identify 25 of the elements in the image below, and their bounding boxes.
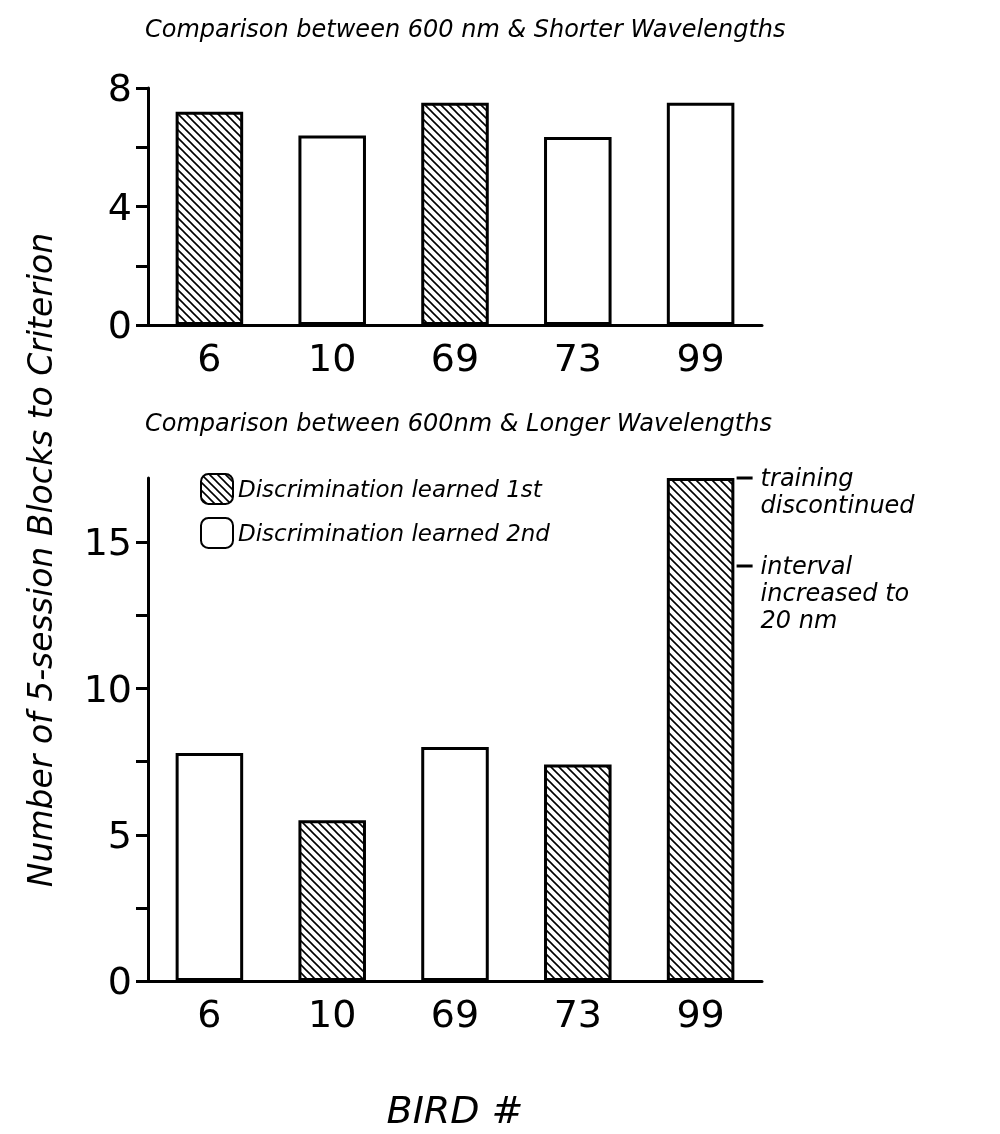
x-tick-label: 6: [197, 336, 222, 380]
annotation: interval increased to 20 nm: [760, 551, 917, 634]
legend-label: Discrimination learned 1st: [238, 476, 543, 502]
x-tick-label: 6: [197, 992, 222, 1036]
chart-title: Comparison between 600nm & Longer Wavelengths: [145, 409, 772, 437]
x-tick-label: 99: [676, 992, 725, 1036]
y-tick-label: 8: [107, 66, 132, 110]
x-tick-label: 10: [308, 992, 357, 1036]
x-tick-label: 73: [553, 336, 602, 380]
x-tick-label: 99: [676, 336, 725, 380]
y-tick-label: 4: [107, 184, 132, 229]
annotation: training discontinued: [760, 463, 916, 519]
y-tick-label: 0: [107, 959, 132, 1003]
y-tick-label: 15: [83, 520, 132, 565]
x-axis-title: BIRD #: [386, 1088, 524, 1132]
legend-label: Discrimination learned 2nd: [238, 520, 551, 546]
chart-title: Comparison between 600 nm & Shorter Wavelengths: [145, 15, 786, 43]
y-tick-label: 10: [83, 666, 132, 711]
x-tick-label: 10: [308, 336, 357, 380]
x-tick-label: 69: [430, 992, 480, 1036]
y-axis-title: Number of 5-session Blocks to Criterion: [20, 232, 60, 888]
y-tick-label: 5: [107, 812, 132, 857]
x-tick-label: 69: [430, 336, 480, 380]
y-tick-label: 0: [107, 303, 132, 347]
x-tick-label: 73: [553, 992, 602, 1036]
